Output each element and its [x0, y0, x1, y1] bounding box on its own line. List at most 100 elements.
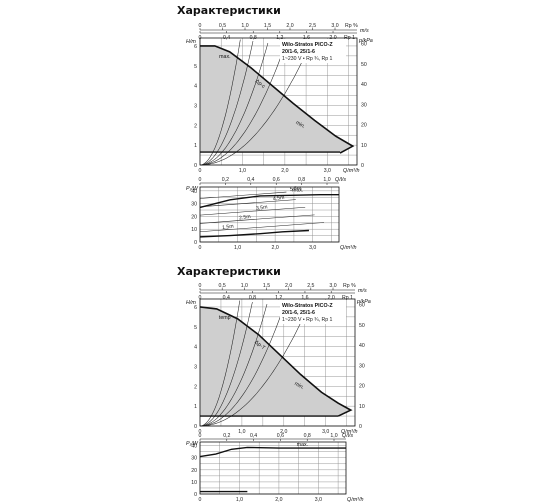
top-axis-1-tick-label: 1,0 [241, 23, 248, 29]
power-frame [199, 186, 340, 243]
power-y-axis-label: P₁/W [186, 186, 199, 192]
system-curve [199, 300, 287, 427]
legend-supply: 1~230 V • Rp ¾, Rp 1 [282, 317, 333, 323]
y-tick-label: 4 [194, 84, 197, 90]
power-x-tick-label: 1,0 [234, 245, 241, 251]
y-tick-label: 5 [194, 325, 197, 331]
kpa-tick-label: 10 [361, 143, 367, 149]
top-axis-1-extra: Rp % [343, 283, 356, 289]
top-axis-1-tick-label: 3,0 [331, 23, 338, 29]
pump-characteristics-chart-1: 00,51,01,52,02,53,0m/sRp %00,40,81,21,62… [186, 23, 373, 251]
power-y-axis-label: P₁/W [186, 441, 199, 447]
top-axis-2-tick-label: 0,4 [223, 295, 230, 301]
system-curve [199, 43, 269, 166]
power-x-tick-label: 3,0 [309, 245, 316, 251]
pump-characteristics-chart-2: 0 0,5 1,0 1,5 2,0 2,5 3,0 m/sRp % 0 0,4 0,8 1,2 1,6 2… [186, 283, 371, 503]
power-y-tick-label: 10 [191, 227, 197, 233]
x-tick-label: 3,0 [322, 429, 329, 435]
power-y-tick-label: 20 [191, 468, 197, 474]
kpa-tick-label: 50 [361, 62, 367, 68]
main-frame [199, 298, 356, 427]
power-series-min [199, 229, 309, 238]
kpa-axis-label: p/kPa [358, 38, 373, 44]
legend: Wilo-Stratos PICO-Z20/1-6, 25/1-61~230 V… [280, 39, 346, 63]
system-curve [199, 40, 254, 166]
y-tick-label: 1 [194, 404, 197, 410]
top-axis-2-tick-label: 0 [199, 295, 202, 301]
head-line [199, 191, 287, 199]
y-tick-label: 6 [194, 305, 197, 311]
power-frame [199, 441, 347, 495]
x-tick-label: 2,0 [280, 429, 287, 435]
head-line-label: 5,5m [289, 185, 301, 193]
top-axis-1-tick-label: 0,5 [219, 283, 226, 289]
curve-label-min: min. [293, 381, 305, 391]
x-axis-label: Q/m³/h [343, 168, 359, 174]
power-y-tick-label: 30 [191, 202, 197, 208]
power-x-axis-label: Q/m³/h [340, 245, 356, 251]
kpa-tick-label: 30 [359, 363, 365, 369]
chart-title-1: Характеристики [177, 4, 281, 17]
power-x-tick-label: 2,0 [275, 497, 282, 503]
chart-title-2: Характеристики [177, 265, 281, 278]
power-label-max: max. [297, 442, 308, 448]
x-axis-label: Q/m³/h [341, 429, 357, 435]
y-axis-label: H/m [186, 39, 196, 45]
system-curve [199, 304, 268, 427]
power-top-tick-label: 0,2 [223, 433, 230, 439]
kpa-tick-label: 60 [359, 303, 365, 309]
y-tick-label: 2 [194, 123, 197, 129]
operating-region [200, 306, 351, 417]
kpa-axis-label: p/kPa [356, 299, 371, 305]
legend-model: Wilo-Stratos PICO-Z [282, 303, 333, 309]
power-top-tick-label: 0,4 [250, 433, 257, 439]
system-curve [199, 301, 253, 427]
curve-label-max: temp [219, 315, 231, 321]
power-top-tick-label: 0,6 [273, 177, 280, 183]
curve-label-min: min. [294, 120, 306, 130]
top-axis-2-tick-label: 0,8 [249, 295, 256, 301]
power-top-unit: Q/l/s [335, 177, 346, 183]
power-top-tick-label: 0 [199, 177, 202, 183]
curve-label-max: max. [219, 54, 230, 60]
top-axis-1-tick-label: 2,0 [286, 23, 293, 29]
head-line-label: 4,5m [273, 195, 285, 203]
max-curve [200, 45, 355, 154]
top-axis-1-unit: m/s [358, 288, 367, 294]
kpa-tick-label: 10 [359, 404, 365, 410]
kpa-tick-label: 40 [359, 343, 365, 349]
max-curve [199, 306, 353, 417]
system-curve [199, 39, 288, 166]
power-top-tick-label: 0,8 [298, 177, 305, 183]
kpa-tick-label: 40 [361, 82, 367, 88]
top-axis-1-tick-label: 1,5 [264, 23, 271, 29]
head-line-label: 2,5m [239, 214, 251, 222]
head-line [199, 206, 306, 216]
power-top-tick-label: 0 [199, 433, 202, 439]
x-tick-label: 0 [199, 168, 202, 174]
power-grid [199, 442, 346, 495]
head-line [199, 199, 296, 208]
top-axis-1-tick-label: 2,5 [309, 23, 316, 29]
legend-sizes: 20/1-6, 25/1-6 [282, 310, 315, 316]
legend-bg [280, 300, 346, 324]
power-x-tick-label: 2,0 [272, 245, 279, 251]
x-tick-label: 1,0 [238, 429, 245, 435]
kpa-tick-label: 60 [361, 42, 367, 48]
system-curve [200, 300, 312, 427]
system-curve [200, 39, 313, 166]
y-tick-label: 3 [194, 364, 197, 370]
power-y-tick-label: 0 [194, 492, 197, 498]
system-curve [199, 300, 241, 427]
top-axis-1-extra: Rp % [345, 23, 358, 29]
top-axis-1-tick-label: 2,5 [307, 283, 314, 289]
power-label-max: max. [292, 187, 303, 193]
top-axis-1-unit: m/s [360, 28, 369, 34]
power-top-tick-label: 1,0 [323, 177, 330, 183]
power-series-max [199, 446, 346, 458]
top-axis-1-tick-label: 0 [199, 283, 202, 289]
top-axis-1-tick-label: 0 [199, 23, 202, 29]
power-series-max [199, 193, 339, 209]
power-top-tick-label: 0,2 [222, 177, 229, 183]
y-tick-label: 6 [194, 44, 197, 50]
